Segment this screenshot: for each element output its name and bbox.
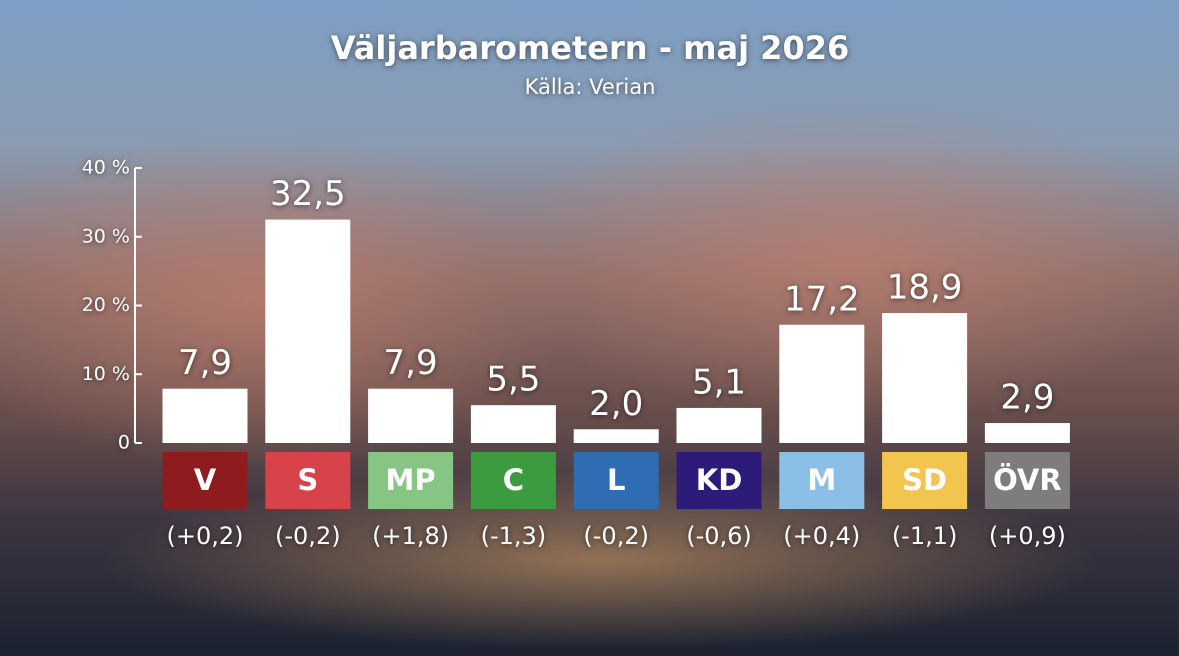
y-tick-label: 10 % xyxy=(82,363,130,385)
category-box xyxy=(368,452,454,509)
value-label: 7,9 xyxy=(178,343,232,383)
value-label: 7,9 xyxy=(384,343,438,383)
category-box xyxy=(162,452,248,509)
x-tick-label: SD xyxy=(902,463,947,497)
change-label: (+0,4) xyxy=(783,522,860,550)
x-tick-label: C xyxy=(503,463,524,497)
bar xyxy=(265,219,351,443)
x-tick-label: KD xyxy=(696,463,743,497)
value-label: 17,2 xyxy=(784,279,860,319)
y-tick-label: 0 xyxy=(118,432,130,454)
change-label: (-1,3) xyxy=(481,522,547,550)
bar xyxy=(676,407,762,443)
bar xyxy=(368,388,454,443)
value-label: 5,5 xyxy=(486,360,540,400)
change-label: (+0,9) xyxy=(989,522,1066,550)
category-box xyxy=(779,452,865,509)
change-label: (+0,2) xyxy=(166,522,243,550)
value-label: 2,0 xyxy=(589,384,643,424)
x-tick-label: V xyxy=(194,463,217,497)
change-label: (-0,2) xyxy=(583,522,649,550)
change-label: (-1,1) xyxy=(892,522,958,550)
bar xyxy=(984,423,1070,443)
value-label: 32,5 xyxy=(270,174,346,214)
y-tick-label: 30 % xyxy=(82,225,130,247)
chart-title: Väljarbarometern - maj 2026 xyxy=(331,29,849,67)
category-box xyxy=(265,452,351,509)
category-box xyxy=(882,452,968,509)
value-label: 5,1 xyxy=(692,362,746,402)
background-glow xyxy=(100,470,1100,650)
category-box xyxy=(470,452,556,509)
y-tick-label: 40 % xyxy=(82,157,130,179)
x-tick-label: ÖVR xyxy=(993,463,1062,497)
change-label: (-0,2) xyxy=(275,522,341,550)
x-tick-label: L xyxy=(607,463,625,497)
category-box xyxy=(676,452,762,509)
change-label: (-0,6) xyxy=(686,522,752,550)
bar xyxy=(470,405,556,443)
x-tick-label: MP xyxy=(386,463,436,497)
change-label: (+1,8) xyxy=(372,522,449,550)
bar xyxy=(882,313,968,443)
bar xyxy=(573,429,659,443)
value-label: 18,9 xyxy=(887,268,963,308)
bar xyxy=(779,324,865,443)
chart-subtitle: Källa: Verian xyxy=(525,75,656,99)
y-tick-label: 20 % xyxy=(82,294,130,316)
bar xyxy=(162,388,248,443)
category-box xyxy=(573,452,659,509)
category-box xyxy=(984,452,1070,509)
value-label: 2,9 xyxy=(1000,378,1054,418)
x-tick-label: S xyxy=(297,463,318,497)
background-glow xyxy=(490,100,1179,420)
x-tick-label: M xyxy=(807,463,836,497)
